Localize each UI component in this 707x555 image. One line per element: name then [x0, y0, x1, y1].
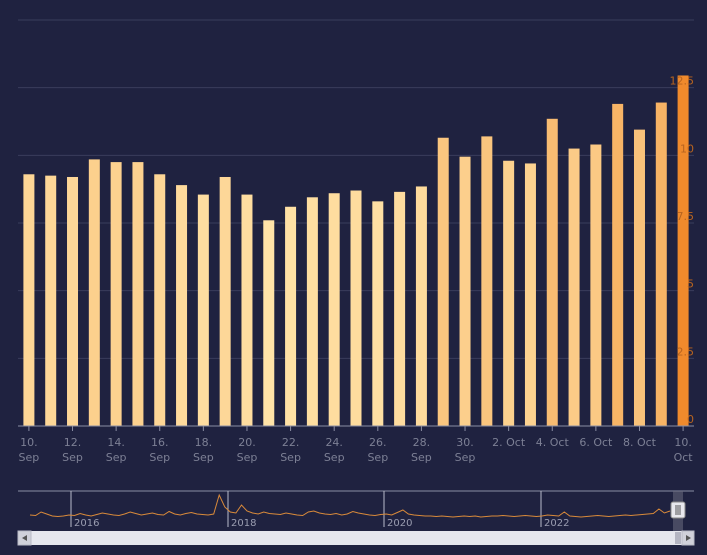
bar[interactable] [263, 220, 275, 426]
bar[interactable] [306, 197, 318, 426]
bar[interactable] [285, 206, 297, 426]
scrollbar-thumb[interactable] [675, 532, 681, 544]
bar[interactable] [350, 190, 362, 426]
x-tick-label: Sep [237, 451, 258, 464]
x-axis-labels: 10. Sep 12. Sep 14. Sep 16. Sep 18. Sep 20. Sep 22. S… [19, 426, 694, 464]
navigator[interactable]: 2016 2018 2020 2022 [18, 490, 694, 531]
bar[interactable] [459, 156, 471, 427]
y-axis-labels: 0 2.5 5 7.5 10 12.5 [670, 75, 695, 426]
navigator-year-labels: 2016 2018 2020 2022 [74, 518, 569, 529]
bar[interactable] [154, 174, 166, 426]
bar[interactable] [633, 129, 645, 426]
navigator-series-line [29, 493, 671, 518]
arrow-left-icon [22, 535, 27, 541]
x-tick-label: 8. Oct [623, 436, 657, 449]
bar[interactable] [568, 148, 580, 427]
bar[interactable] [655, 102, 667, 426]
x-tick-label: Sep [367, 451, 388, 464]
bar[interactable] [612, 103, 624, 426]
x-tick-label: 14. [107, 436, 125, 449]
navigator-year-label: 2018 [231, 518, 256, 529]
x-tick-label: 16. [151, 436, 169, 449]
x-tick-label: 30. [456, 436, 474, 449]
x-tick-label: Sep [62, 451, 83, 464]
x-tick-label: 2. Oct [492, 436, 526, 449]
x-tick-label: Sep [193, 451, 214, 464]
navigator-year-label: 2022 [544, 518, 569, 529]
x-tick-label: 6. Oct [579, 436, 613, 449]
bar[interactable] [176, 185, 188, 426]
bar[interactable] [219, 176, 231, 426]
x-tick-label: 26. [369, 436, 387, 449]
bar[interactable] [394, 191, 406, 426]
x-tick-label: Sep [19, 451, 40, 464]
x-tick-label: 12. [64, 436, 82, 449]
x-tick-label: 20. [238, 436, 256, 449]
x-tick-label: Sep [106, 451, 127, 464]
x-tick-label: 18. [195, 436, 213, 449]
scrollbar[interactable] [17, 530, 695, 546]
bar[interactable] [241, 194, 253, 426]
y-tick-label: 5 [687, 278, 694, 291]
x-tick-label: 22. [282, 436, 300, 449]
x-tick-label: Sep [324, 451, 345, 464]
bar[interactable] [197, 194, 209, 426]
bar[interactable] [590, 144, 602, 427]
bar[interactable] [546, 118, 558, 426]
navigator-year-label: 2020 [387, 518, 412, 529]
scrollbar-track[interactable] [18, 531, 694, 545]
y-tick-label: 12.5 [670, 75, 695, 88]
x-tick-label: 24. [325, 436, 343, 449]
x-tick-label: Sep [280, 451, 301, 464]
bar[interactable] [328, 193, 340, 426]
bar[interactable] [67, 176, 79, 426]
bar[interactable] [45, 175, 57, 426]
bar[interactable] [88, 159, 100, 427]
bar[interactable] [677, 75, 689, 426]
x-tick-label: Oct [674, 451, 694, 464]
y-tick-label: 10 [680, 142, 694, 155]
y-tick-label: 2.5 [677, 345, 695, 358]
x-tick-label: Sep [411, 451, 432, 464]
arrow-right-icon [686, 535, 691, 541]
bar-series [23, 75, 689, 427]
x-tick-label: Sep [455, 451, 476, 464]
navigator-year-label: 2016 [74, 518, 99, 529]
bar[interactable] [481, 136, 493, 427]
bar[interactable] [437, 137, 449, 427]
x-tick-label: Sep [149, 451, 170, 464]
bar[interactable] [110, 162, 122, 426]
x-tick-label: 10. [20, 436, 38, 449]
y-tick-label: 0 [687, 413, 694, 426]
bar[interactable] [23, 174, 35, 426]
bar[interactable] [503, 160, 515, 426]
y-tick-label: 7.5 [677, 210, 695, 223]
navigator-year-dividers [70, 491, 542, 527]
x-tick-label: 28. [413, 436, 431, 449]
bar[interactable] [132, 162, 144, 426]
bar[interactable] [372, 201, 384, 426]
bar[interactable] [524, 163, 536, 426]
x-tick-label: 4. Oct [536, 436, 570, 449]
bar[interactable] [415, 186, 427, 426]
x-tick-label: 10. [674, 436, 692, 449]
